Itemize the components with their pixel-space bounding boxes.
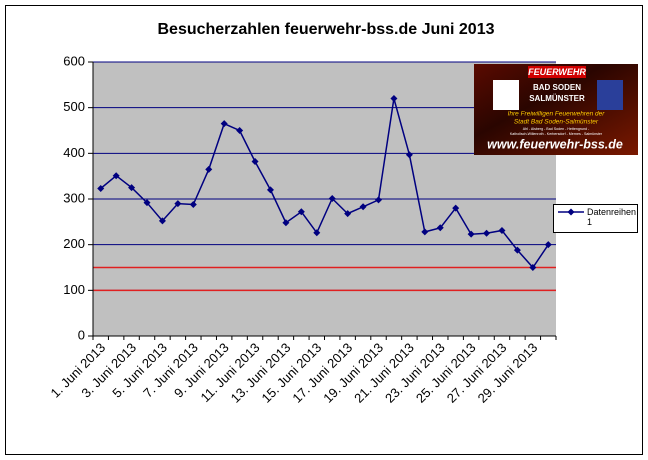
legend-box (553, 204, 638, 233)
data-point (282, 219, 290, 227)
logo-emblem-right (597, 80, 623, 110)
y-tick-label: 300 (63, 190, 85, 205)
data-point (405, 151, 413, 159)
logo-town: SALMÜNSTER (529, 94, 585, 103)
y-tick-label: 0 (78, 327, 85, 342)
data-point (375, 196, 383, 204)
data-point (174, 200, 182, 208)
y-tick-label: 200 (63, 236, 85, 251)
data-point (421, 228, 429, 236)
data-point (128, 184, 136, 192)
logo-text: Ihre Freiwilligen Feuerwehren der (508, 111, 606, 118)
logo: FEUERWEHR BAD SODEN SALMÜNSTER Ihre Frei… (474, 64, 638, 155)
data-point (313, 229, 321, 237)
logo-url: www.feuerwehr-bss.de (487, 137, 623, 151)
data-point (251, 158, 259, 166)
logo-small: Katholisch-Willenroth - Kerbersdorf - Me… (510, 132, 603, 136)
chart-title: Besucherzahlen feuerwehr-bss.de Juni 201… (157, 21, 494, 38)
logo-small: Ahl - Alsberg - Bad Soden - Hettengrund … (523, 127, 590, 131)
data-point (436, 224, 444, 232)
legend-label: Datenreihen1 (587, 207, 637, 227)
y-tick-label: 100 (63, 282, 85, 297)
y-tick-label: 600 (63, 53, 85, 68)
data-point (97, 184, 105, 192)
logo-badge: FEUERWEHR (528, 67, 586, 77)
data-point (452, 204, 460, 212)
data-point (544, 241, 552, 249)
data-point (467, 230, 475, 238)
data-point (513, 246, 521, 254)
data-point (236, 127, 244, 134)
data-point (297, 208, 305, 216)
data-point (359, 203, 367, 211)
logo-badge-box (528, 66, 586, 78)
data-point (189, 200, 197, 208)
data-point (112, 172, 120, 180)
data-point (483, 229, 491, 237)
data-point (344, 210, 352, 218)
data-point (266, 186, 274, 194)
data-point (158, 217, 166, 225)
legend (553, 204, 638, 233)
logo-text: Stadt Bad Soden-Salmünster (514, 119, 599, 126)
data-point (143, 199, 151, 207)
data-point (498, 227, 506, 235)
logo-emblem-left (493, 80, 519, 110)
data-point (220, 120, 228, 128)
data-point (328, 195, 336, 203)
y-tick-label: 400 (63, 145, 85, 160)
data-point (529, 264, 537, 271)
data-point (390, 95, 398, 103)
data-point (205, 165, 213, 173)
legend-marker (567, 208, 575, 216)
logo-town: BAD SODEN (533, 83, 581, 92)
y-tick-label: 500 (63, 99, 85, 114)
